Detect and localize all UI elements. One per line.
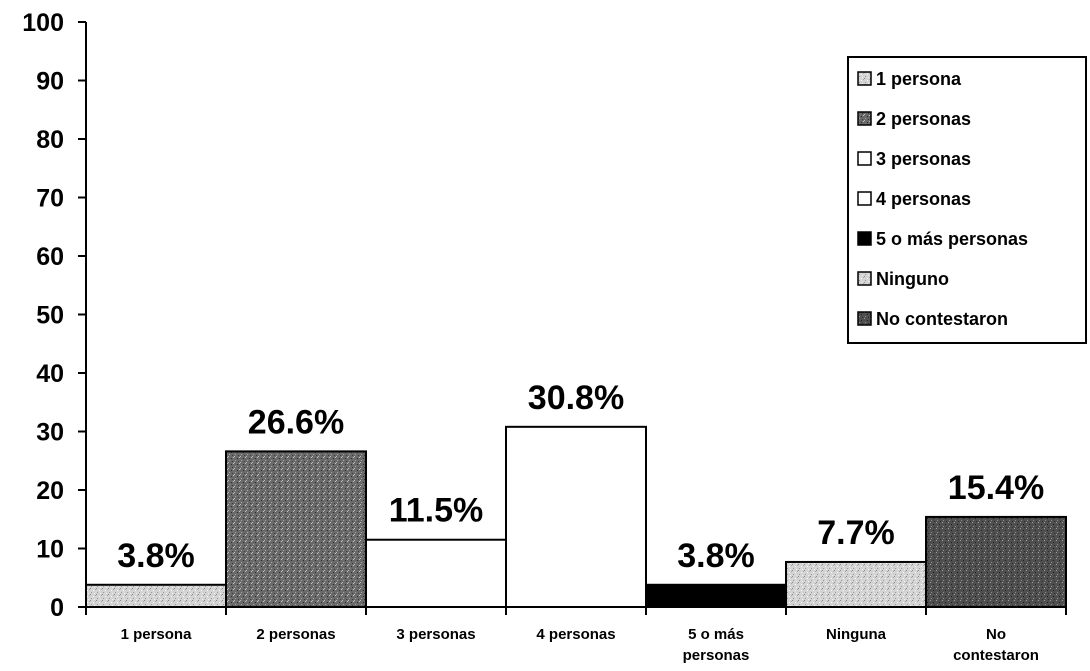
x-category-label: 3 personas [396, 626, 475, 643]
y-tick-label: 100 [22, 9, 64, 37]
y-tick-label: 0 [50, 594, 64, 622]
legend-swatch [857, 71, 872, 86]
legend-swatch [857, 191, 872, 206]
legend-swatch [857, 311, 872, 326]
bar [85, 583, 227, 609]
y-tick-label: 30 [36, 419, 64, 447]
x-category-label: 2 personas [256, 626, 335, 643]
legend-box [847, 56, 1087, 344]
y-tick-label: 60 [36, 243, 64, 271]
y-tick-label: 20 [36, 477, 64, 505]
y-axis: 0 10 20 30 40 50 60 70 80 90 100 [22, 9, 87, 622]
x-category-label: 1 persona [121, 626, 193, 643]
y-tick-label: 80 [36, 126, 64, 154]
y-tick-label: 70 [36, 185, 64, 213]
legend-swatch [857, 271, 872, 286]
legend-entry: 5 o más personas [876, 229, 1028, 249]
legend-swatch [857, 111, 872, 126]
legend-entry: 4 personas [876, 189, 971, 209]
y-tick-label: 90 [36, 68, 64, 96]
legend-swatch [857, 231, 872, 246]
x-category-label: contestaron [953, 647, 1039, 664]
x-category-label: 5 o más [688, 626, 744, 643]
bar [785, 560, 927, 609]
legend: 1 persona 2 personas 3 personas 4 personas 5… [847, 56, 1087, 344]
legend-swatch [857, 151, 872, 166]
data-label: 30.8% [528, 379, 624, 417]
bar [225, 450, 367, 609]
bar [365, 538, 507, 608]
x-category-label: 4 personas [536, 626, 615, 643]
legend-entry: Ninguno [876, 269, 949, 289]
x-axis: 1 persona 2 personas 3 personas 4 personas 5… [85, 606, 1067, 664]
y-tick-label: 40 [36, 360, 64, 388]
bar [925, 515, 1067, 608]
data-label: 26.6% [248, 403, 344, 441]
bar [645, 583, 787, 609]
data-label: 3.8% [677, 537, 755, 575]
bars: 3.8% 26.6% 11.5% 30.8% 3.8% 7.7% 15.4% [85, 379, 1067, 609]
data-label: 11.5% [389, 492, 484, 530]
legend-entry: 1 persona [876, 69, 962, 89]
x-category-label: Ninguna [826, 626, 887, 643]
x-category-label: personas [683, 647, 750, 664]
data-label: 7.7% [817, 514, 895, 552]
data-label: 15.4% [948, 469, 1044, 507]
y-tick-label: 50 [36, 302, 64, 330]
bar [505, 425, 647, 608]
legend-entry: 2 personas [876, 109, 971, 129]
y-tick-label: 10 [36, 536, 64, 564]
x-category-label: No [986, 626, 1006, 643]
data-label: 3.8% [117, 537, 195, 575]
legend-entry: 3 personas [876, 149, 971, 169]
legend-entry: No contestaron [876, 309, 1008, 329]
